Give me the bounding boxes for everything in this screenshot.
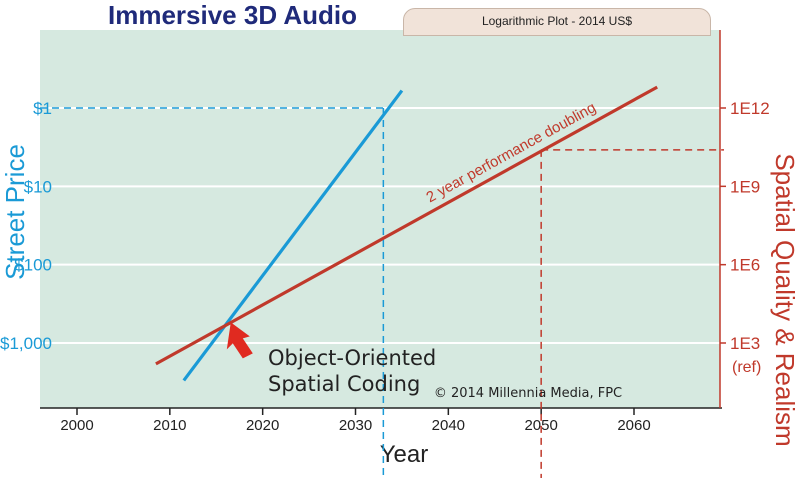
x-tick-label: 2050 [524,417,557,434]
right-axis-label: Spatial Quality & Realism [770,153,800,446]
right-ref-label: (ref) [732,359,761,376]
left-axis-label: Street Price [0,144,30,280]
right-tick-label: 1E12 [730,99,770,118]
left-tick-label: $1,000 [0,334,52,353]
price-series-line [182,89,404,382]
x-tick-label: 2020 [246,417,279,434]
copyright: © 2014 Millennia Media, FPC [434,386,622,401]
annotation-line-1: Object-Oriented [268,346,436,370]
left-tick-label: $10 [24,177,52,196]
right-tick-label: 1E3 [730,334,760,353]
annotation-arrow [226,322,253,359]
scale-note: Logarithmic Plot - 2014 US$ [403,8,711,36]
x-tick-label: 2040 [432,417,465,434]
x-tick-label: 2010 [153,417,186,434]
annotation-line-2: Spatial Coding [268,372,420,396]
right-tick-label: 1E9 [730,177,760,196]
quality-series-line [155,85,658,366]
x-axis-label: Year [380,441,429,468]
x-tick-label: 2000 [60,417,93,434]
x-tick-label: 2060 [617,417,650,434]
left-tick-label: $100 [14,256,52,275]
plot-area [40,30,720,408]
x-tick-label: 2030 [339,417,372,434]
right-tick-label: 1E6 [730,256,760,275]
chart-title: Immersive 3D Audio [108,0,358,30]
